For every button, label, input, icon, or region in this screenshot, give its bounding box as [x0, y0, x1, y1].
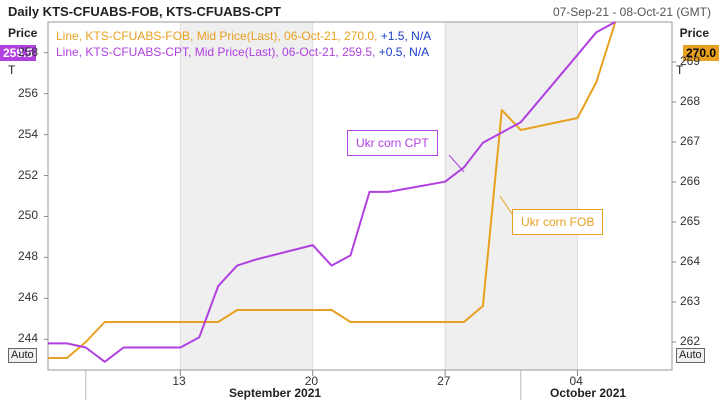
left-tick-label: 248	[18, 249, 39, 264]
series-layer	[48, 21, 617, 363]
week-band-1	[445, 22, 578, 370]
left-last-price-badge: 259.5	[0, 45, 37, 61]
annotation-ukr-corn-fob: Ukr corn FOB	[512, 209, 604, 235]
connector-cpt	[448, 154, 465, 173]
legend: Line, KTS-CFUABS-FOB, Mid Price(Last), 0…	[56, 28, 431, 60]
right-tick-label: 265	[680, 214, 701, 228]
left-tick-label: 252	[18, 167, 39, 182]
grid-lines	[44, 22, 676, 400]
left-axis-unit: T	[8, 63, 16, 77]
right-tick-label: 264	[680, 254, 701, 268]
right-axis-caption: Price	[679, 26, 709, 40]
x-tick-label: 13	[172, 374, 186, 388]
legend-entry-cpt: Line, KTS-CFUABS-CPT, Mid Price(Last), 0…	[56, 44, 431, 60]
annotation-connectors	[448, 154, 513, 215]
chart-title: Daily KTS-CFUABS-FOB, KTS-CFUABS-CPT	[8, 4, 281, 19]
left-tick-label: 250	[18, 208, 39, 223]
legend-label-fob: Line, KTS-CFUABS-FOB, Mid Price(Last), 0…	[56, 29, 378, 43]
series-line-fob	[48, 21, 617, 359]
left-tick-label: 256	[18, 85, 39, 100]
right-last-price-badge: 270.0	[682, 45, 719, 61]
left-auto-scale-button[interactable]: Auto	[8, 348, 37, 363]
right-tick-label: 266	[680, 174, 701, 188]
legend-label-cpt: Line, KTS-CFUABS-CPT, Mid Price(Last), 0…	[56, 45, 376, 59]
right-tick-label: 269	[680, 54, 701, 68]
left-tick-label: 246	[18, 290, 39, 305]
right-tick-label: 262	[680, 334, 701, 348]
right-tick-label: 268	[680, 94, 701, 108]
week-band-0	[180, 22, 313, 370]
legend-change-fob: +1.5,	[380, 29, 408, 43]
x-tick-label: 27	[437, 374, 451, 388]
legend-change-cpt: +0.5,	[378, 45, 406, 59]
month-label-october: October 2021	[550, 386, 627, 400]
left-axis-caption: Price	[8, 26, 38, 40]
legend-pct-cpt: N/A	[409, 45, 430, 59]
month-label-september: September 2021	[229, 386, 322, 400]
legend-entry-fob: Line, KTS-CFUABS-FOB, Mid Price(Last), 0…	[56, 28, 431, 44]
connector-fob	[499, 195, 513, 215]
right-auto-scale-button[interactable]: Auto	[676, 348, 705, 363]
right-axis-unit: T	[676, 63, 684, 77]
right-tick-label: 267	[680, 134, 701, 148]
annotation-ukr-corn-cpt: Ukr corn CPT	[347, 130, 438, 156]
x-tick-label: 20	[304, 374, 319, 388]
right-tick-label: 263	[680, 294, 701, 308]
legend-pct-fob: N/A	[411, 29, 432, 43]
left-tick-label: 244	[18, 331, 39, 346]
x-tick-label: 04	[569, 374, 583, 388]
plot-frame	[47, 21, 673, 371]
left-tick-label: 254	[18, 126, 39, 141]
series-line-cpt	[48, 21, 616, 363]
left-tick-label: 258	[18, 44, 39, 59]
date-range: 07-Sep-21 - 08-Oct-21 (GMT)	[552, 5, 711, 19]
weekend-bands	[180, 22, 578, 370]
